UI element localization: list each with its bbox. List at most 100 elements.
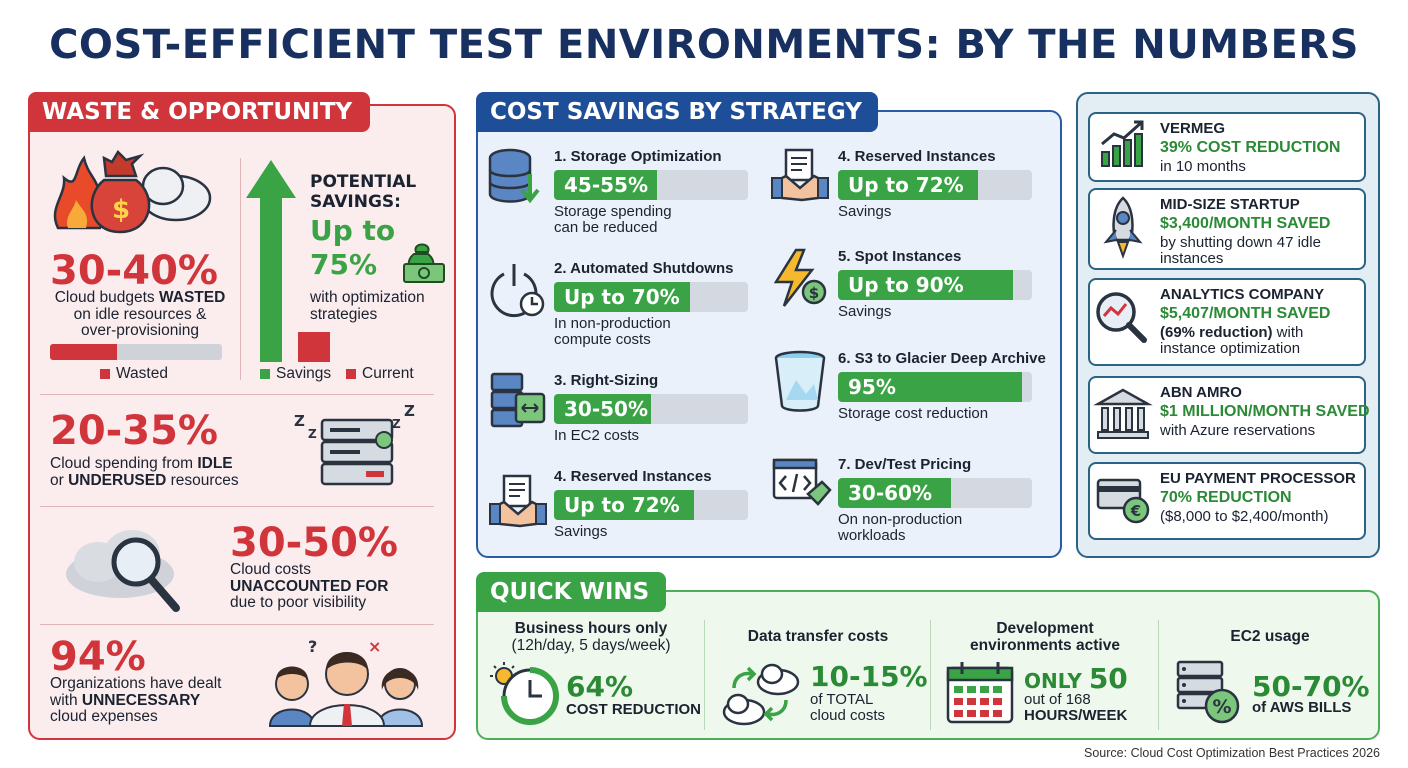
case-study-name: MID-SIZE STARTUP bbox=[1160, 196, 1300, 213]
strategy-bar-value: Up to 90% bbox=[848, 273, 964, 297]
strategy-bar: Up to 70% bbox=[554, 282, 748, 312]
strategy-desc: Savings bbox=[838, 304, 891, 320]
quick-3-value: ONLY 50 bbox=[1024, 662, 1128, 695]
case-study-stat: 70% REDUCTION bbox=[1160, 489, 1292, 506]
case-study-desc: by shutting down 47 idle instances bbox=[1160, 235, 1360, 267]
strategy-bar-value: Up to 70% bbox=[564, 285, 680, 309]
savings-arrow-icon bbox=[246, 160, 296, 362]
unnecessary-desc-bold: UNNECESSARY bbox=[81, 691, 201, 709]
quick-1-title-2: (12h/day, 5 days/week) bbox=[511, 637, 671, 654]
strategy-desc: In EC2 costs bbox=[554, 428, 639, 444]
quick-3-label-2: HOURS/WEEK bbox=[1024, 707, 1128, 724]
strategy-title: 2. Automated Shutdowns bbox=[554, 260, 734, 277]
wasted-desc-bold: WASTED bbox=[158, 289, 226, 306]
strategy-desc-line: On non-production bbox=[838, 511, 963, 528]
unnecessary-desc-line3: cloud expenses bbox=[50, 708, 158, 725]
case-study-desc-bold: (69% reduction) bbox=[1160, 324, 1273, 341]
quick-1-label: COST REDUCTION bbox=[566, 701, 701, 718]
case-study-card: ABN AMRO $1 MILLION/MONTH SAVED with Azure… bbox=[1088, 376, 1370, 454]
server-percent-icon: % bbox=[1176, 660, 1240, 724]
quick-3-label: out of 168 HOURS/WEEK bbox=[1024, 692, 1127, 724]
case-study-card: MID-SIZE STARTUP $3,400/MONTH SAVED by shu… bbox=[1088, 188, 1366, 270]
idle-desc-mid: or bbox=[50, 471, 69, 489]
strategy-desc-line: In EC2 costs bbox=[554, 427, 640, 444]
quick-3-value-num: 50 bbox=[1088, 662, 1128, 695]
strategy-desc-line: workloads bbox=[838, 527, 906, 544]
section-divider bbox=[40, 624, 434, 625]
svg-text:$: $ bbox=[809, 284, 819, 302]
potential-value-2: 75% bbox=[310, 248, 378, 281]
quick-wins-header: QUICK WINS bbox=[476, 572, 666, 612]
wasted-legend-swatch bbox=[100, 369, 110, 379]
case-study-desc-text: in 10 months bbox=[1160, 158, 1246, 175]
strategy-desc-line: Storage cost reduction bbox=[838, 405, 989, 422]
idle-desc-bold2: UNDERUSED bbox=[68, 471, 167, 489]
quick-2-label-2: cloud costs bbox=[810, 707, 886, 724]
strategy-bar: Up to 90% bbox=[838, 270, 1032, 300]
calendar-icon bbox=[946, 662, 1014, 724]
handshake-icon-2 bbox=[771, 148, 829, 202]
case-study-desc-text: ($8,000 to $2,400/month) bbox=[1160, 508, 1329, 525]
savings-legend-swatch bbox=[260, 369, 270, 379]
svg-text:?: ? bbox=[308, 637, 317, 656]
potential-label-1: POTENTIAL bbox=[310, 172, 417, 192]
svg-text:×: × bbox=[368, 637, 381, 656]
case-study-desc-text: by shutting down 47 idle instances bbox=[1160, 234, 1321, 267]
wasted-stat-desc: Cloud budgets WASTED on idle resources &… bbox=[50, 289, 230, 340]
quick-divider bbox=[1158, 620, 1159, 730]
strategy-title: 3. Right-Sizing bbox=[554, 372, 659, 389]
case-study-desc: ($8,000 to $2,400/month) bbox=[1160, 509, 1360, 525]
svg-text:%: % bbox=[1212, 696, 1231, 718]
strategy-bar: Up to 72% bbox=[554, 490, 748, 520]
case-study-name: ANALYTICS COMPANY bbox=[1160, 286, 1325, 303]
section-divider bbox=[40, 506, 434, 507]
strategy-bar-fill bbox=[554, 170, 657, 200]
quick-ec2-title: EC2 usage bbox=[1230, 628, 1310, 645]
quick-3-title-2: environments active bbox=[970, 637, 1120, 654]
case-study-card: VERMEG 39% COST REDUCTION in 10 months bbox=[1088, 112, 1366, 182]
clock-sun-icon bbox=[490, 662, 559, 725]
rocket-icon bbox=[1103, 196, 1143, 259]
unaccounted-stat-value: 30-50% bbox=[230, 520, 399, 566]
unaccounted-desc-line1: Cloud costs bbox=[230, 561, 311, 578]
quick-data-transfer-title: Data transfer costs bbox=[747, 628, 889, 645]
potential-desc-2: strategies bbox=[310, 305, 378, 323]
svg-text:€: € bbox=[1130, 502, 1141, 520]
lightning-dollar-icon: $ bbox=[773, 248, 827, 307]
quick-4-value: 50-70% bbox=[1252, 670, 1370, 703]
strategy-bar-value: Up to 72% bbox=[848, 173, 964, 197]
strategy-bar-fill bbox=[554, 282, 690, 312]
quick-2-value: 10-15% bbox=[810, 660, 928, 693]
wasted-legend-label: Wasted bbox=[116, 365, 168, 382]
wasted-desc-line1: Cloud budgets bbox=[54, 289, 159, 306]
strategy-title: 5. Spot Instances bbox=[838, 248, 962, 265]
unnecessary-stat-value: 94% bbox=[50, 634, 146, 680]
unnecessary-desc-line1: Organizations have dealt bbox=[50, 675, 222, 692]
strategy-bar-fill bbox=[838, 170, 978, 200]
strategy-desc: In non-production compute costs bbox=[554, 316, 671, 348]
database-icon bbox=[488, 148, 540, 204]
strategy-desc-line: Savings bbox=[554, 523, 608, 540]
svg-text:Z: Z bbox=[392, 417, 401, 431]
cost-savings-header: COST SAVINGS BY STRATEGY bbox=[476, 92, 878, 132]
quick-2-label: of TOTAL cloud costs bbox=[810, 692, 885, 724]
unaccounted-stat-desc: Cloud costs UNACCOUNTED FOR due to poor … bbox=[230, 561, 430, 612]
wasted-stat-value: 30-40% bbox=[50, 248, 219, 294]
strategy-desc-line: Storage spending bbox=[554, 203, 672, 220]
money-fire-icon: $ bbox=[53, 149, 212, 234]
strategy-bar: 95% bbox=[838, 372, 1032, 402]
strategy-desc: Storage spending can be reduced bbox=[554, 204, 672, 236]
strategy-bar-value: 95% bbox=[848, 375, 896, 399]
handshake-icon bbox=[489, 474, 547, 528]
savings-legend-label: Savings bbox=[276, 365, 332, 382]
strategy-desc-line: compute costs bbox=[554, 331, 651, 348]
strategy-desc-line: Savings bbox=[838, 303, 892, 320]
strategy-bar-value: 30-50% bbox=[564, 397, 649, 421]
waste-header: WASTE & OPPORTUNITY bbox=[28, 92, 370, 132]
strategy-desc: Storage cost reduction bbox=[838, 406, 988, 422]
wasted-progress-fill bbox=[50, 344, 118, 360]
server-rack-icon bbox=[490, 372, 546, 428]
case-study-name: EU PAYMENT PROCESSOR bbox=[1160, 470, 1356, 487]
idle-stat-value: 20-35% bbox=[50, 408, 219, 454]
wasted-desc-line2: on idle resources & bbox=[73, 305, 207, 323]
